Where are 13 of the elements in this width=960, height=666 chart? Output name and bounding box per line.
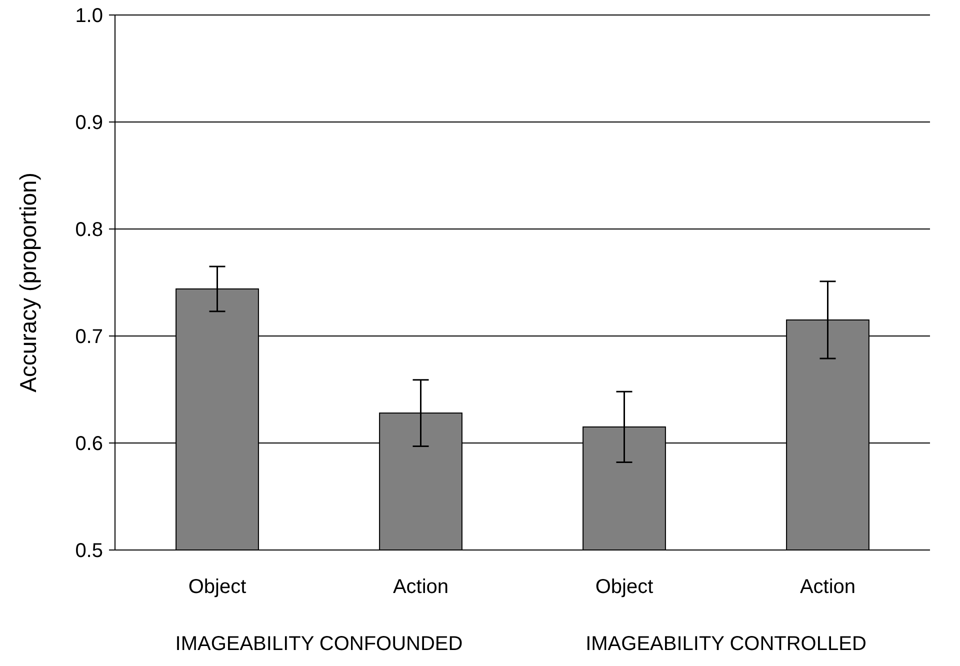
- text: IMAGEABILITY CONTROLLED: [586, 633, 866, 655]
- x-tick-label: Object: [595, 576, 654, 598]
- x-tick-label: Object: [188, 576, 247, 598]
- y-axis-title: Accuracy (proportion): [15, 172, 41, 392]
- text: IMAGEABILITY CONFOUNDED: [175, 633, 463, 655]
- x-tick-label: Action: [392, 576, 449, 598]
- y-tick-label: 0.7: [75, 326, 103, 348]
- x-tick-label: Action: [800, 576, 856, 598]
- y-tick-label: 0.9: [75, 112, 103, 134]
- y-tick-label: 1.0: [75, 5, 103, 27]
- y-tick-label: 0.8: [75, 219, 103, 241]
- y-tick-label: 0.5: [75, 540, 103, 562]
- y-tick-label: 0.6: [75, 433, 103, 455]
